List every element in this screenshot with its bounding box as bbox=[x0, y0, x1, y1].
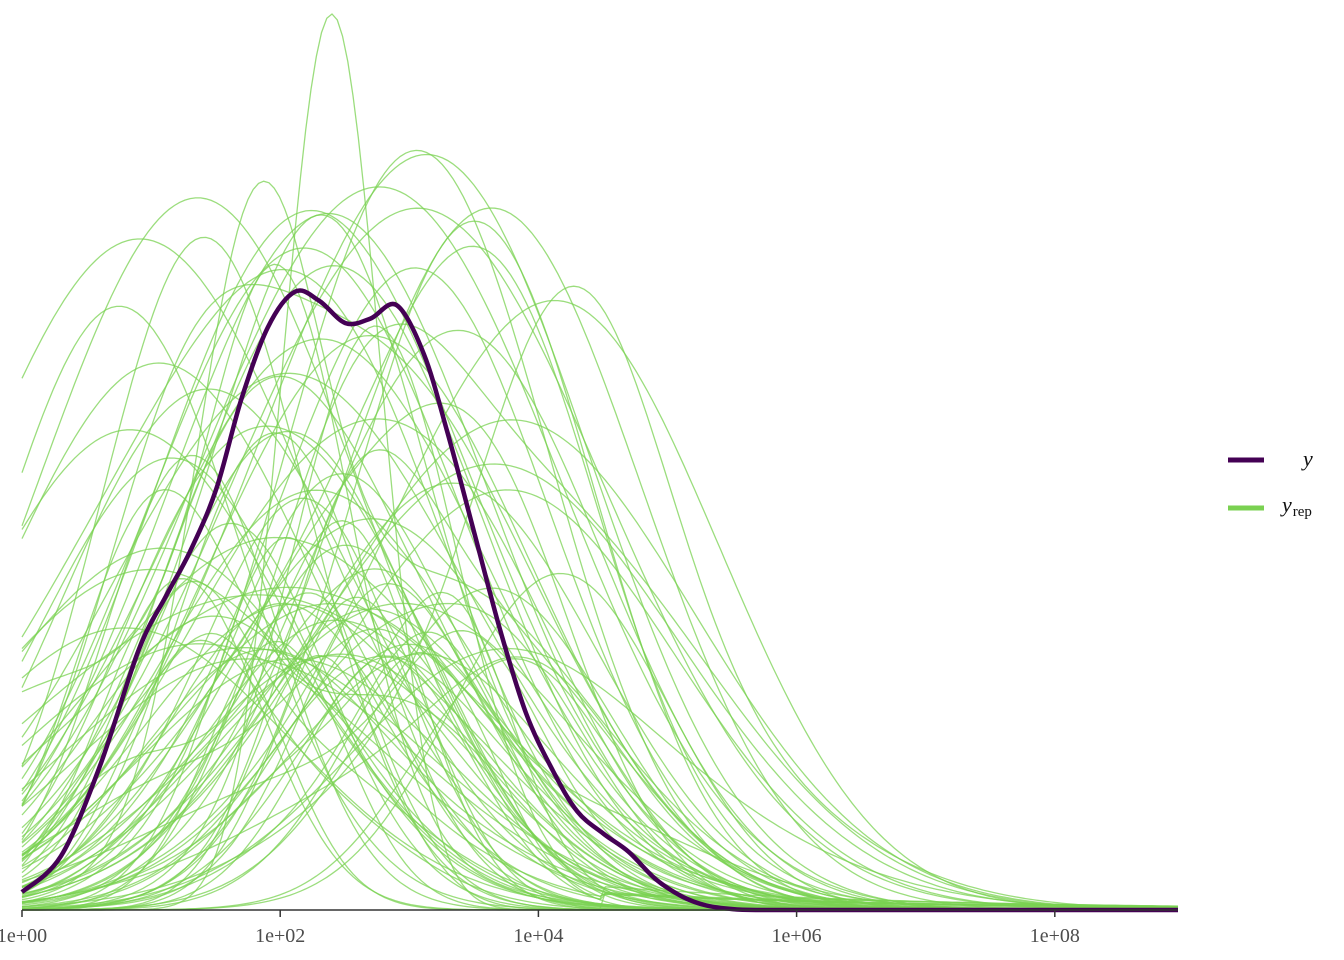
yrep-line-35 bbox=[21, 647, 1179, 910]
yrep-line-53 bbox=[21, 482, 1178, 909]
x-axis-ticks: 1e+00 1e+02 1e+04 1e+06 1e+08 bbox=[0, 910, 1080, 947]
yrep-line-80 bbox=[21, 267, 1179, 908]
yrep-line-81 bbox=[21, 285, 1179, 910]
yrep-line-56 bbox=[21, 419, 1179, 911]
yrep-line-6 bbox=[21, 265, 1178, 911]
legend-label-yrep-main: y bbox=[1280, 492, 1292, 517]
yrep-line-39 bbox=[22, 602, 1178, 911]
yrep-line-47 bbox=[21, 449, 1178, 910]
yrep-line-66 bbox=[21, 602, 1178, 911]
legend-label-y: y bbox=[1301, 446, 1313, 471]
x-tick-label-0: 1e+00 bbox=[0, 925, 47, 947]
yrep-line-34 bbox=[21, 580, 1178, 911]
yrep-line-29 bbox=[21, 149, 1178, 911]
yrep-line-24 bbox=[21, 520, 1178, 911]
yrep-line-87 bbox=[21, 323, 1178, 908]
y-line bbox=[20, 288, 1178, 913]
yrep-line-51 bbox=[21, 425, 1178, 911]
x-tick-label-1: 1e+02 bbox=[255, 925, 305, 947]
legend: y yrep bbox=[1228, 446, 1313, 520]
yrep-line-83 bbox=[21, 362, 1179, 907]
x-tick-label-3: 1e+06 bbox=[772, 925, 822, 947]
yrep-line-23 bbox=[21, 578, 1178, 911]
observed-y bbox=[20, 288, 1178, 913]
yrep-line-18 bbox=[21, 603, 1178, 911]
yrep-line-75 bbox=[21, 602, 1178, 911]
yrep-line-89 bbox=[21, 268, 1178, 911]
legend-label-yrep-sub: rep bbox=[1293, 504, 1312, 520]
yrep-line-5 bbox=[21, 583, 1178, 911]
x-tick-label-4: 1e+08 bbox=[1030, 925, 1080, 947]
x-tick-label-2: 1e+04 bbox=[513, 925, 563, 947]
yrep-line-64 bbox=[21, 236, 1178, 911]
legend-label-yrep: yrep bbox=[1280, 492, 1312, 520]
yrep-line-71 bbox=[21, 602, 1178, 911]
yrep-draws bbox=[21, 13, 1179, 911]
